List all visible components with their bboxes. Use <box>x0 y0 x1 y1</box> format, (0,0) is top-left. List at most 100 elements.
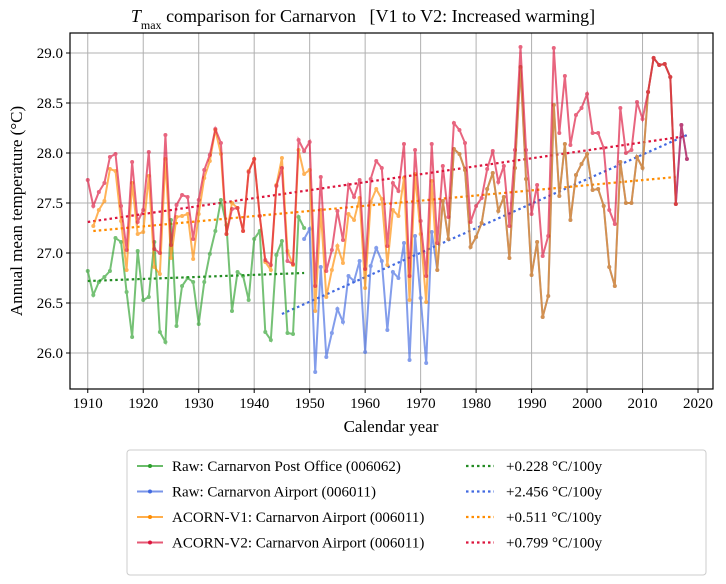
data-point <box>396 214 401 218</box>
data-point <box>512 148 517 152</box>
data-point <box>490 149 495 153</box>
data-point <box>657 63 662 67</box>
data-point <box>474 204 479 208</box>
data-point <box>562 74 567 78</box>
data-point <box>168 256 173 260</box>
data-point <box>668 75 673 79</box>
data-point <box>568 143 573 147</box>
data-point <box>340 320 345 324</box>
data-point <box>168 243 173 247</box>
data-point <box>329 268 334 272</box>
data-point <box>551 46 556 50</box>
data-point <box>335 307 340 311</box>
data-point <box>107 269 112 273</box>
data-point <box>141 298 146 302</box>
series-line <box>86 199 306 346</box>
y-tick-label: 27.0 <box>37 246 63 262</box>
data-point <box>407 358 412 362</box>
data-point <box>418 296 423 300</box>
data-point <box>429 142 434 146</box>
data-point <box>307 140 312 144</box>
data-point <box>207 153 212 157</box>
data-point <box>407 274 412 278</box>
data-point <box>673 202 678 206</box>
data-point <box>546 294 551 298</box>
data-point <box>291 332 296 336</box>
data-point <box>113 152 118 156</box>
data-point <box>540 315 545 319</box>
data-point <box>157 272 162 276</box>
data-point <box>274 253 279 257</box>
data-point <box>485 187 490 191</box>
data-point <box>618 160 623 164</box>
data-point <box>218 198 223 202</box>
data-point <box>424 274 429 278</box>
data-point <box>224 232 229 236</box>
x-tick-label: 1990 <box>517 396 547 412</box>
data-point <box>401 142 406 146</box>
data-point <box>435 268 440 272</box>
data-point <box>268 338 273 342</box>
data-point <box>318 175 323 179</box>
title-text: comparison for Carnarvon [V1 to V2: Incr… <box>162 6 596 26</box>
data-point <box>401 241 406 245</box>
data-point <box>368 177 373 181</box>
data-point <box>235 270 240 274</box>
data-point <box>579 106 584 110</box>
legend-box <box>126 449 707 576</box>
data-point <box>291 262 296 266</box>
data-point <box>596 131 601 135</box>
data-point <box>102 181 107 185</box>
data-point <box>157 251 162 255</box>
data-point <box>191 237 196 241</box>
data-point <box>302 172 307 176</box>
legend-marker <box>148 464 152 468</box>
data-point <box>180 284 185 288</box>
data-point <box>568 218 573 222</box>
x-tick-label: 1950 <box>295 396 325 412</box>
data-point <box>596 187 601 191</box>
data-point <box>130 160 135 164</box>
data-point <box>363 350 368 354</box>
data-point <box>585 92 590 96</box>
data-point <box>252 157 257 161</box>
data-point <box>313 370 318 374</box>
legend-trend-label: +0.228 °C/100y <box>506 459 603 475</box>
data-point <box>424 300 429 304</box>
data-point <box>285 331 290 335</box>
data-point <box>573 173 578 177</box>
data-point <box>113 236 118 240</box>
data-point <box>246 298 251 302</box>
data-point <box>634 100 639 104</box>
data-point <box>496 180 501 184</box>
data-point <box>302 226 307 230</box>
data-point <box>307 227 312 231</box>
data-point <box>357 259 362 263</box>
data-point <box>535 240 540 244</box>
data-point <box>268 263 273 267</box>
data-point <box>130 335 135 339</box>
data-point <box>662 62 667 66</box>
data-point <box>573 113 578 117</box>
legend: Raw: Carnarvon Post Office (006062) Raw: … <box>126 449 707 576</box>
data-point <box>640 117 645 121</box>
data-point <box>180 193 185 197</box>
data-point <box>374 246 379 250</box>
y-tick-label: 29.0 <box>37 46 63 62</box>
data-point <box>629 148 634 152</box>
x-tick-label: 1970 <box>406 396 436 412</box>
data-point <box>640 166 645 170</box>
data-point <box>535 183 540 187</box>
data-point <box>418 219 423 223</box>
data-point <box>157 330 162 334</box>
data-point <box>174 203 179 207</box>
data-point <box>446 237 451 241</box>
y-tick-label: 26.5 <box>37 296 63 312</box>
x-tick-label: 1980 <box>461 396 491 412</box>
data-point <box>618 106 623 110</box>
y-tick-label: 26.0 <box>37 346 63 362</box>
data-point <box>313 284 318 288</box>
data-point <box>324 355 329 359</box>
data-point <box>279 156 284 160</box>
data-point <box>529 273 534 277</box>
